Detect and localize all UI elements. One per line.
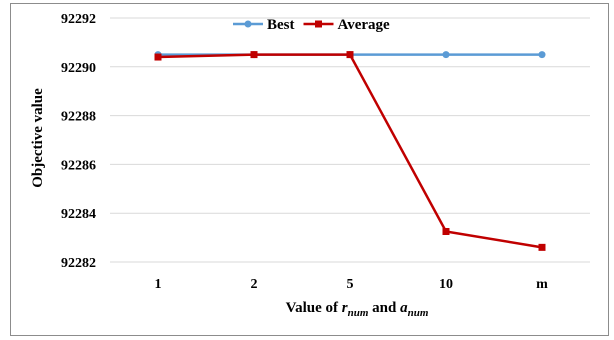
legend-marker xyxy=(315,20,322,28)
x-tick-label: m xyxy=(536,277,548,292)
data-point xyxy=(442,51,450,59)
series-average xyxy=(154,51,546,251)
x-tick-label: 2 xyxy=(251,277,258,292)
x-axis-title-middle: and xyxy=(368,300,400,316)
y-tick-label: 92288 xyxy=(61,110,96,125)
x-axis-title-var2: a xyxy=(400,300,408,316)
chart-border xyxy=(10,3,609,336)
y-tick-label: 92292 xyxy=(61,12,96,27)
x-axis-title-var1: r xyxy=(342,300,348,316)
data-point xyxy=(154,53,162,61)
legend-item: Best xyxy=(233,17,295,33)
y-tick-label: 92284 xyxy=(61,207,96,222)
x-tick-label: 10 xyxy=(439,277,453,292)
y-tick-label: 92282 xyxy=(61,256,96,271)
x-tick-label: 5 xyxy=(347,277,354,292)
legend: Best Average xyxy=(233,17,390,33)
y-tick-label: 92290 xyxy=(61,61,96,76)
data-point xyxy=(346,51,354,59)
data-point xyxy=(538,51,546,59)
data-point xyxy=(442,228,450,235)
legend-label: Average xyxy=(338,17,391,33)
y-tick-label: 92286 xyxy=(61,158,96,173)
series-group xyxy=(154,51,546,251)
y-axis-title: Objective value xyxy=(30,88,46,188)
x-axis-title-sub1: num xyxy=(348,307,369,319)
x-axis-title: Value of rnum and anum xyxy=(286,300,429,319)
legend-label: Best xyxy=(267,17,295,33)
legend-marker xyxy=(244,20,252,28)
y-axis-ticks: 92282 92284 92286 92288 92290 92292 xyxy=(61,12,96,271)
x-tick-label: 1 xyxy=(155,277,162,292)
legend-item: Average xyxy=(303,17,391,33)
data-point xyxy=(250,51,258,59)
x-axis-title-sub2: num xyxy=(408,307,429,319)
x-axis-ticks: 1 2 5 10 m xyxy=(155,277,549,292)
gridlines xyxy=(110,17,590,263)
data-point xyxy=(538,243,546,251)
x-axis-title-prefix: Value of xyxy=(286,300,342,316)
